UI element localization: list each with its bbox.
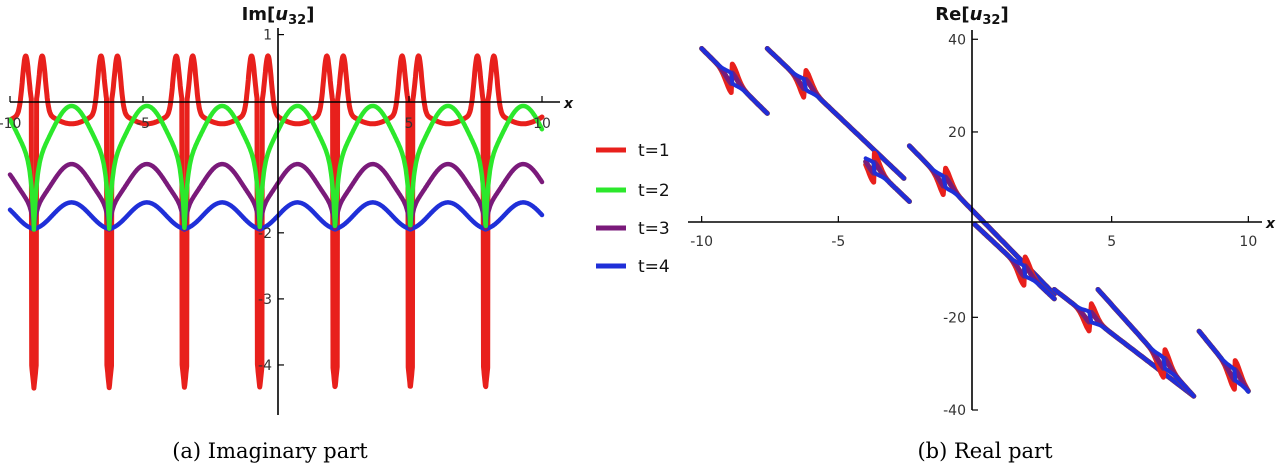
re-x-axis-label: x: [1265, 216, 1276, 232]
re-x-tick-label: 5: [1107, 234, 1116, 250]
re-segment-5-t4: [973, 222, 1057, 301]
legend-label-t1: t=1: [638, 141, 670, 161]
re-y-tick-label: 20: [948, 125, 966, 141]
im-caption: (a) Imaginary part: [172, 439, 368, 463]
im-y-tick-label: -3: [258, 292, 272, 308]
im-y-tick-label: -4: [258, 358, 272, 374]
im-x-tick-label: 5: [405, 116, 414, 132]
im-series-t1: [7, 53, 545, 391]
im-series-t3: [7, 161, 545, 232]
im-y-tick-label: 1: [263, 28, 272, 44]
legend: t=1 t=2 t=3 t=4: [596, 141, 670, 277]
im-x-tick-label: -10: [0, 116, 21, 132]
im-plot-title: Im[u32]: [242, 4, 315, 28]
legend-label-t4: t=4: [638, 257, 670, 277]
im-y-tick-label: -2: [258, 226, 272, 242]
re-x-tick-label: -5: [831, 234, 845, 250]
re-series-group: [699, 46, 1251, 399]
im-series-group: [7, 53, 545, 391]
re-segment-8-t4: [1197, 329, 1251, 394]
re-x-tick-label: 10: [1239, 234, 1257, 250]
im-x-tick-label: -5: [136, 116, 150, 132]
im-x-axis-label: x: [563, 96, 574, 112]
re-segment-1-t4: [699, 46, 770, 116]
re-segment-3-t4: [863, 156, 912, 204]
re-ticks: -10 -5 5 10 40 20 -20 -40: [690, 32, 1257, 419]
im-series-t4: [7, 200, 545, 232]
re-x-tick-label: -10: [690, 234, 713, 250]
re-caption: (b) Real part: [917, 439, 1053, 463]
re-plot-title: Re[u32]: [935, 4, 1008, 28]
re-segment-6-t4: [1052, 287, 1196, 399]
panel-real: -10 -5 5 10 40 20 -20 -40 Re[u32] x (b) Real pa…: [688, 4, 1276, 463]
re-segment-2-t4: [765, 46, 906, 181]
re-y-tick-label: -40: [943, 403, 966, 419]
panel-imaginary: -10 -5 5 10 1 -2 -3 -4 Im[u32] x (a) Imaginary …: [0, 4, 574, 463]
im-series-t2: [7, 103, 545, 232]
legend-label-t3: t=3: [638, 219, 670, 239]
re-y-tick-label: 40: [948, 32, 966, 48]
im-ticks: -10 -5 5 10 1 -2 -3 -4: [0, 28, 551, 374]
im-x-tick-label: 10: [533, 116, 551, 132]
re-y-tick-label: -20: [943, 310, 966, 326]
re-segment-7-t4: [1096, 287, 1196, 399]
legend-label-t2: t=2: [638, 181, 670, 201]
